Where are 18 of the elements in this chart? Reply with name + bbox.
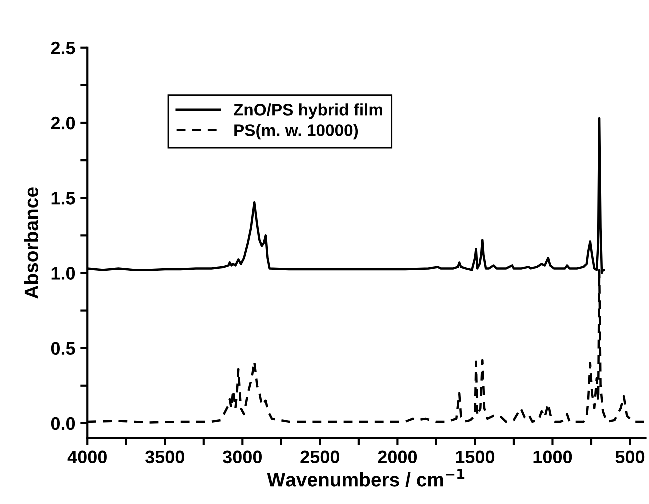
y-tick-label: 0.5: [51, 342, 76, 356]
x-axis-title: Wavenumbers / cm$^{−1}$: [267, 469, 465, 488]
x-tick-label: 1000: [534, 450, 572, 464]
legend-label: PS(m. w. 10000): [234, 124, 358, 140]
y-tick-label: 1.5: [52, 192, 76, 205]
x-tick-label: 2500: [300, 450, 340, 464]
x-tick-label: 1500: [456, 450, 495, 464]
x-tick-label: 4000: [68, 450, 107, 464]
legend-label: ZnO/PS hybrid film: [234, 104, 382, 120]
y-tick-label: 2.0: [51, 116, 76, 130]
x-tick-label: 500: [616, 450, 645, 464]
y-tick-label: 0.0: [51, 417, 76, 430]
x-tick-label: 3500: [145, 450, 184, 464]
x-tick-label: 2000: [378, 450, 418, 464]
y-tick-label: 1.0: [52, 267, 76, 280]
y-tick-label: 2.5: [51, 42, 76, 55]
x-tick-label: 3000: [222, 450, 262, 464]
y-axis-title: Absorbance: [24, 188, 39, 299]
